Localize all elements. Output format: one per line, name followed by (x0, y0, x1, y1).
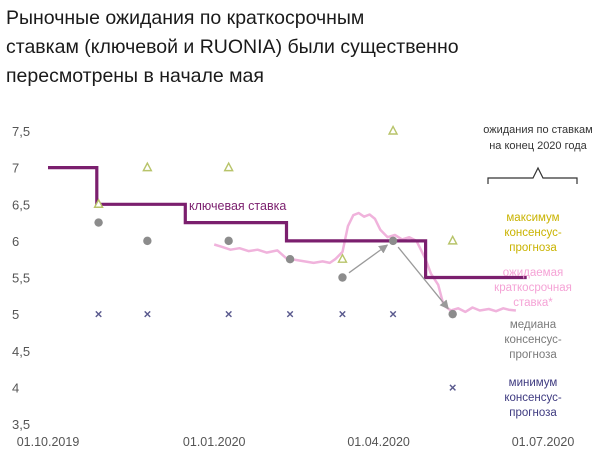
legend-min-line: прогноза (509, 407, 557, 419)
y-tick-label: 7,5 (12, 124, 30, 139)
legend-max-line: консенсус- (504, 227, 562, 239)
y-tick-label: 6 (12, 234, 19, 249)
y-tick-label: 3,5 (12, 417, 30, 432)
chart-title-line-1: Рыночные ожидания по краткосрочным (6, 7, 365, 29)
y-tick-label: 6,5 (12, 197, 30, 212)
median-marker (94, 218, 103, 227)
legend-min-line: минимум (509, 377, 558, 389)
legend-median-line: консенсус- (504, 334, 562, 346)
min-marker: × (95, 307, 103, 322)
max-marker (387, 125, 399, 135)
y-tick-label: 4,5 (12, 344, 30, 359)
bracket-label-line-1: ожидания по ставкам (483, 124, 593, 136)
legend-ruonia-line: краткосрочная (494, 282, 572, 294)
x-tick-label: 01.04.2020 (347, 435, 410, 449)
legend-median-line: медиана (510, 319, 557, 331)
median-marker (388, 236, 398, 246)
y-tick-label: 7 (12, 161, 19, 176)
key-rate-line (48, 166, 527, 280)
max-marker (223, 161, 234, 172)
legend-median-line: прогноза (509, 349, 557, 361)
max-marker (93, 198, 104, 208)
bracket (487, 166, 578, 184)
chart-title-line-3: пересмотрены в начале мая (6, 65, 264, 87)
median-marker (285, 254, 295, 264)
legend-ruonia-line: ожидаемая (503, 267, 563, 279)
max-marker (447, 234, 458, 245)
legend-max-line: прогноза (509, 242, 557, 254)
legend-ruonia-line: ставка* (513, 297, 553, 309)
median-marker (338, 273, 347, 282)
bracket-label-line-2: на конец 2020 года (489, 140, 587, 152)
min-marker: × (389, 307, 397, 322)
forecast-arrow (348, 244, 389, 274)
chart-title-line-2: ставкам (ключевой и RUONIA) были существ… (6, 36, 459, 58)
chart-title: Рыночные ожидания по краткосрочным ставк… (6, 4, 566, 91)
min-marker: × (144, 307, 152, 322)
x-tick-label: 01.10.2019 (17, 435, 80, 449)
x-tick-label: 01.07.2020 (512, 435, 575, 449)
median-marker (143, 236, 152, 246)
y-tick-label: 4 (12, 380, 19, 395)
median-marker (448, 309, 457, 319)
min-marker: × (286, 307, 294, 322)
min-marker: × (339, 307, 347, 322)
x-tick-label: 01.01.2020 (183, 435, 246, 449)
min-marker: × (449, 380, 457, 395)
median-marker (224, 236, 233, 246)
key-rate-label: ключевая ставка (189, 199, 286, 213)
y-tick-label: 5,5 (12, 271, 30, 286)
ruonia-line (213, 211, 517, 314)
legend-max-line: максимум (506, 212, 559, 224)
forecast-arrow (397, 246, 449, 310)
legend-min-line: консенсус- (504, 392, 562, 404)
y-tick-label: 5 (12, 307, 19, 322)
max-marker (142, 161, 153, 172)
min-marker: × (225, 307, 233, 322)
max-marker (337, 253, 348, 263)
